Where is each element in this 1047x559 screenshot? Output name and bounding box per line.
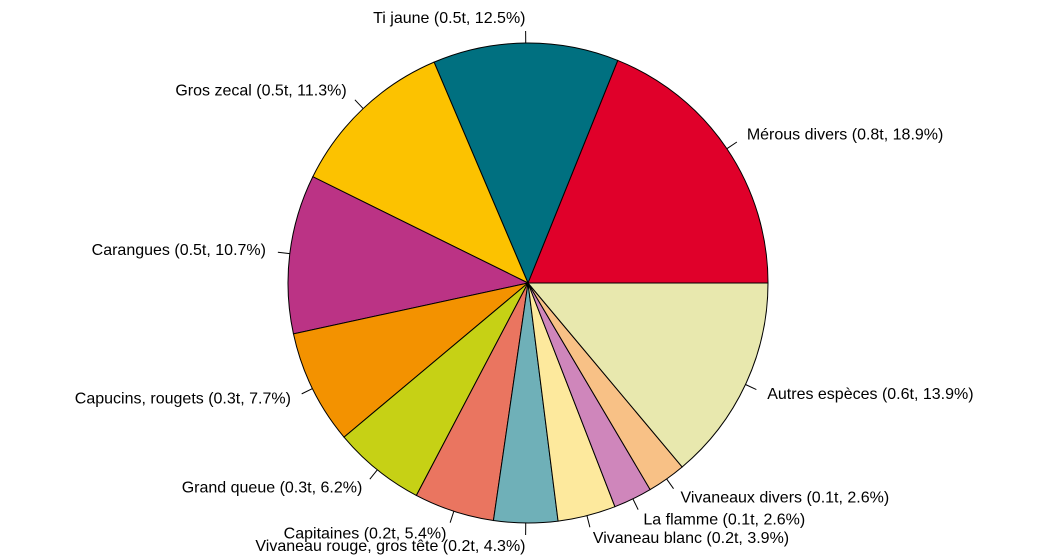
slice-label: Capitaines (0.2t, 5.4%)	[284, 525, 447, 542]
slice-label: Mérous divers (0.8t, 18.9%)	[747, 127, 944, 144]
slice-label: Vivaneaux divers (0.1t, 2.6%)	[680, 490, 889, 507]
pie-slice	[287, 176, 530, 335]
label-tick	[726, 141, 738, 150]
label-tick	[745, 384, 757, 391]
slice-label: Ti jaune (0.5t, 12.5%)	[373, 10, 525, 27]
pie-slice	[433, 42, 619, 285]
pie-slice	[527, 59, 769, 284]
slice-label: Autres espèces (0.6t, 13.9%)	[767, 386, 973, 403]
label-tick	[277, 251, 290, 255]
label-tick	[354, 99, 364, 109]
pie-slice	[292, 282, 529, 438]
slice-label: Vivaneau blanc (0.2t, 3.9%)	[593, 530, 789, 547]
slice-label: Vivaneau rouge, gros tête (0.2t, 4.3%)	[255, 538, 525, 555]
label-tick	[632, 498, 639, 510]
slice-label: Grand queue (0.3t, 6.2%)	[182, 480, 363, 497]
label-tick	[301, 388, 313, 395]
slice-label: Gros zecal (0.5t, 11.3%)	[175, 82, 346, 99]
label-tick	[369, 469, 378, 480]
slice-label: Capucins, rougets (0.3t, 7.7%)	[75, 390, 291, 407]
slice-label: La flamme (0.1t, 2.6%)	[643, 512, 805, 529]
label-tick	[449, 511, 455, 523]
pie-slice	[526, 282, 769, 468]
label-tick	[586, 515, 591, 528]
label-tick	[666, 478, 674, 490]
slice-label: Carangues (0.5t, 10.7%)	[92, 242, 266, 259]
